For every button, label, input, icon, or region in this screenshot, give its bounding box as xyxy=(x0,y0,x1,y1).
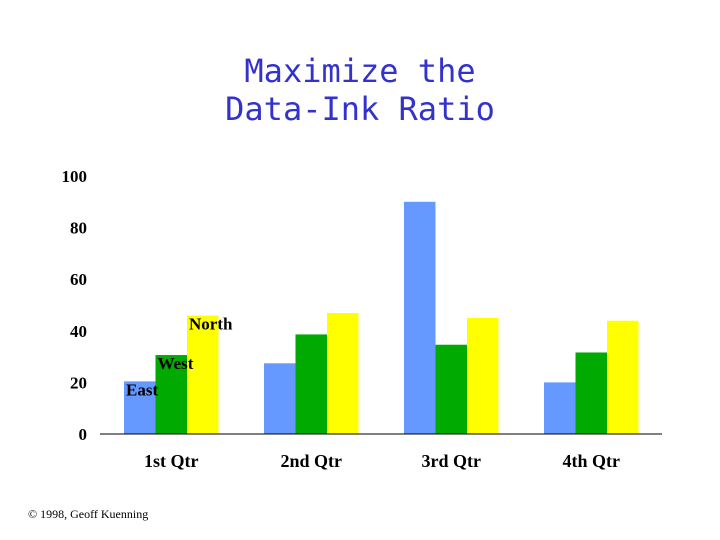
bar-west-4 xyxy=(575,352,607,434)
bar-east-4 xyxy=(544,382,576,434)
x-tick-4: 4th Qtr xyxy=(563,451,621,471)
bar-west-3 xyxy=(435,344,467,434)
bar-north-4 xyxy=(607,320,639,434)
y-tick-60: 60 xyxy=(70,270,87,289)
title-line-2: Data-Ink Ratio xyxy=(225,90,495,128)
bar-north-2 xyxy=(327,312,359,434)
y-tick-20: 20 xyxy=(70,373,87,392)
bar-east-2 xyxy=(264,363,296,434)
bar-east-1 xyxy=(124,381,156,434)
y-axis-ticks: 0 20 40 60 80 100 xyxy=(62,167,88,444)
x-tick-1: 1st Qtr xyxy=(144,451,198,471)
copyright-notice: © 1998, Geoff Kuenning xyxy=(28,507,149,521)
bar-east-3 xyxy=(404,201,436,434)
x-tick-3: 3rd Qtr xyxy=(422,451,481,471)
y-tick-100: 100 xyxy=(62,167,88,186)
bar-west-2 xyxy=(295,334,327,434)
x-axis-ticks: 1st Qtr 2nd Qtr 3rd Qtr 4th Qtr xyxy=(144,451,620,471)
series-label-north: North xyxy=(189,315,233,334)
y-tick-40: 40 xyxy=(70,322,87,341)
x-tick-2: 2nd Qtr xyxy=(280,451,342,471)
series-label-west: West xyxy=(158,354,194,373)
title-line-1: Maximize the xyxy=(244,52,476,90)
series-label-east: East xyxy=(126,380,158,399)
bar-north-1 xyxy=(187,315,219,434)
bar-west-1 xyxy=(155,355,187,434)
bar-north-3 xyxy=(467,317,499,434)
y-tick-80: 80 xyxy=(70,219,87,238)
y-tick-0: 0 xyxy=(79,425,88,444)
bars xyxy=(124,201,639,434)
chart-title: Maximize the Data-Ink Ratio xyxy=(0,52,720,128)
